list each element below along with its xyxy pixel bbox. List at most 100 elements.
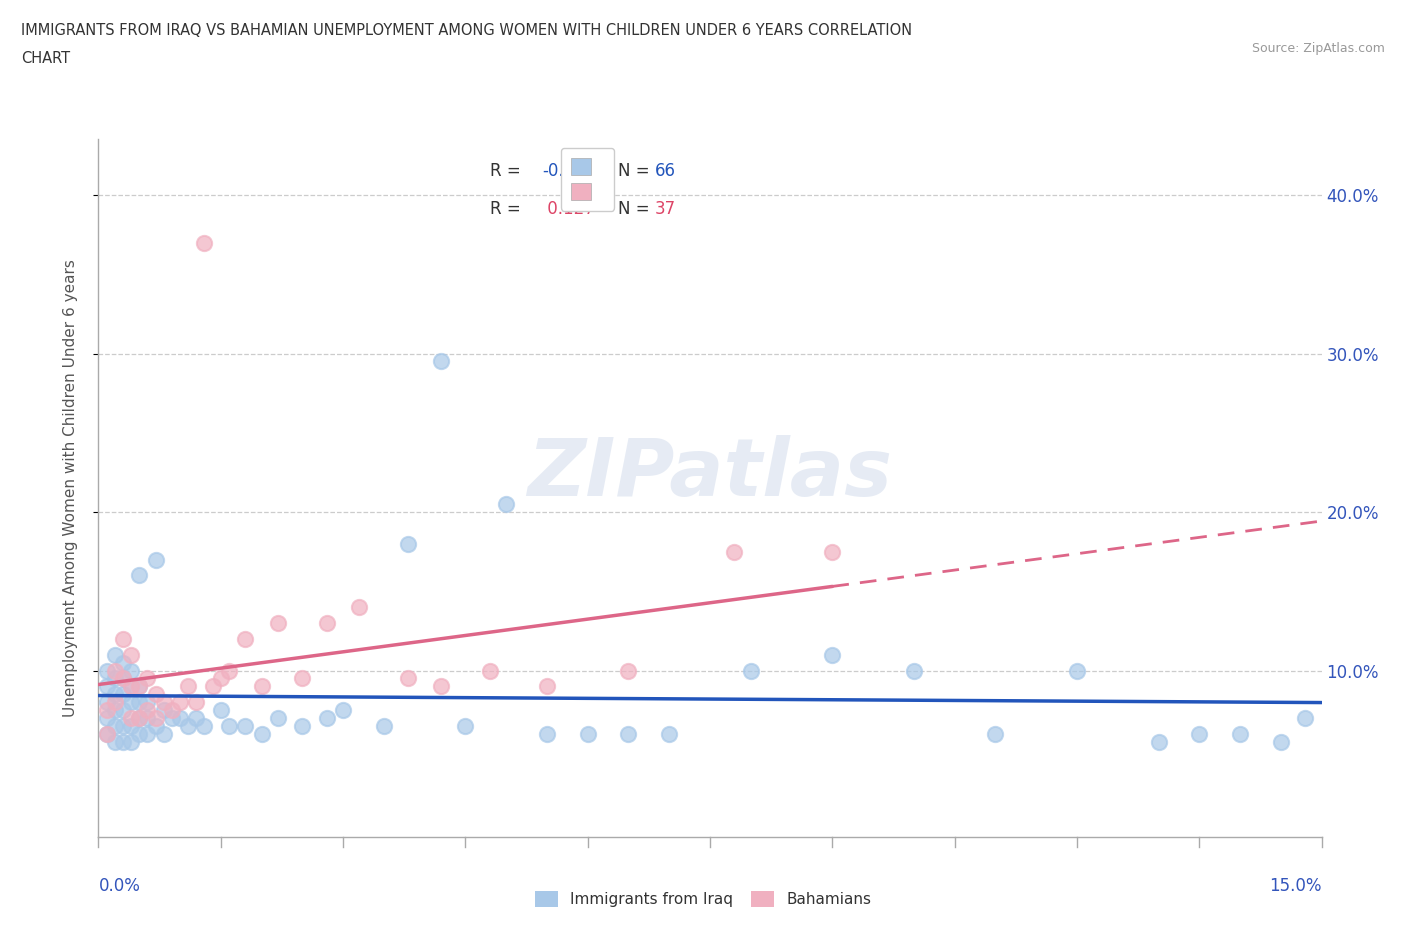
Text: N =: N =	[619, 162, 655, 179]
Point	[430, 679, 453, 694]
Point	[104, 671, 127, 686]
Point	[145, 711, 167, 725]
Point	[128, 726, 150, 741]
Point	[193, 235, 215, 250]
Point	[396, 537, 419, 551]
Point	[111, 671, 134, 686]
Point	[1066, 663, 1088, 678]
Point	[96, 703, 118, 718]
Point	[120, 679, 142, 694]
Point	[984, 726, 1007, 741]
Point	[177, 679, 200, 694]
Point	[111, 671, 134, 686]
Text: -0.141: -0.141	[543, 162, 596, 179]
Point	[193, 719, 215, 734]
Point	[1188, 726, 1211, 741]
Point	[145, 687, 167, 702]
Point	[136, 711, 159, 725]
Text: R =: R =	[489, 162, 526, 179]
Point	[128, 711, 150, 725]
Point	[96, 679, 118, 694]
Text: 37: 37	[655, 200, 676, 219]
Text: Source: ZipAtlas.com: Source: ZipAtlas.com	[1251, 42, 1385, 55]
Point	[349, 600, 371, 615]
Point	[233, 719, 256, 734]
Point	[104, 735, 127, 750]
Point	[250, 679, 273, 694]
Point	[186, 711, 208, 725]
Point	[120, 663, 142, 678]
Point	[396, 671, 419, 686]
Point	[1270, 735, 1292, 750]
Point	[104, 703, 127, 718]
Point	[96, 726, 118, 741]
Point	[111, 655, 134, 670]
Point	[658, 726, 681, 741]
Point	[201, 679, 224, 694]
Point	[128, 695, 150, 710]
Point	[373, 719, 395, 734]
Point	[209, 671, 232, 686]
Point	[136, 703, 159, 718]
Text: R =: R =	[489, 200, 526, 219]
Text: ZIPatlas: ZIPatlas	[527, 435, 893, 513]
Point	[111, 735, 134, 750]
Text: N =: N =	[619, 200, 655, 219]
Point	[267, 711, 290, 725]
Point	[291, 719, 314, 734]
Point	[536, 679, 558, 694]
Text: 66: 66	[655, 162, 676, 179]
Point	[315, 711, 337, 725]
Point	[111, 719, 134, 734]
Point	[145, 719, 167, 734]
Point	[495, 497, 517, 512]
Point	[152, 703, 174, 718]
Point	[128, 711, 150, 725]
Point	[136, 695, 159, 710]
Point	[104, 695, 127, 710]
Point	[186, 695, 208, 710]
Point	[128, 568, 150, 583]
Point	[617, 726, 640, 741]
Point	[104, 687, 127, 702]
Point	[104, 663, 127, 678]
Point	[120, 735, 142, 750]
Point	[723, 544, 745, 559]
Point	[128, 679, 150, 694]
Point	[96, 663, 118, 678]
Point	[160, 711, 183, 725]
Point	[454, 719, 477, 734]
Point	[160, 703, 183, 718]
Text: 0.127: 0.127	[543, 200, 595, 219]
Point	[740, 663, 762, 678]
Point	[136, 671, 159, 686]
Point	[218, 719, 240, 734]
Point	[128, 679, 150, 694]
Legend: , : ,	[561, 148, 614, 211]
Point	[218, 663, 240, 678]
Text: IMMIGRANTS FROM IRAQ VS BAHAMIAN UNEMPLOYMENT AMONG WOMEN WITH CHILDREN UNDER 6 : IMMIGRANTS FROM IRAQ VS BAHAMIAN UNEMPLO…	[21, 23, 912, 38]
Point	[1294, 711, 1316, 725]
Point	[120, 711, 142, 725]
Point	[821, 544, 844, 559]
Text: 15.0%: 15.0%	[1270, 877, 1322, 895]
Point	[169, 695, 191, 710]
Point	[152, 726, 174, 741]
Point	[120, 679, 142, 694]
Point	[111, 687, 134, 702]
Legend: Immigrants from Iraq, Bahamians: Immigrants from Iraq, Bahamians	[529, 884, 877, 913]
Point	[291, 671, 314, 686]
Point	[177, 719, 200, 734]
Point	[120, 719, 142, 734]
Point	[209, 703, 232, 718]
Point	[536, 726, 558, 741]
Point	[104, 719, 127, 734]
Point	[145, 552, 167, 567]
Point	[111, 631, 134, 646]
Point	[315, 616, 337, 631]
Point	[332, 703, 354, 718]
Point	[617, 663, 640, 678]
Point	[1229, 726, 1251, 741]
Point	[111, 703, 134, 718]
Point	[104, 647, 127, 662]
